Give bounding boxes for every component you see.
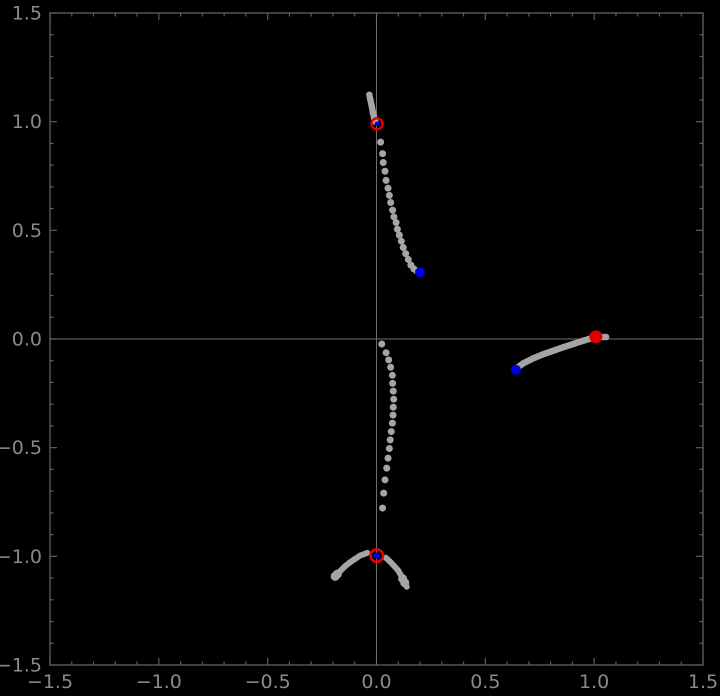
y-tick-label: 1.0 <box>12 111 42 133</box>
lower-trail-sparse <box>378 340 398 512</box>
lower-arc-right-end-blob <box>398 574 410 588</box>
y-tick-label: −0.5 <box>0 437 42 459</box>
x-tick-label: 1.5 <box>688 671 718 693</box>
y-tick-label: 1.5 <box>12 2 42 24</box>
x-tick-label: −0.5 <box>245 671 291 693</box>
blue-point-upper <box>415 267 426 278</box>
target-ring-upper <box>370 117 384 131</box>
x-tick-label: −1.0 <box>136 671 182 693</box>
x-tick-label: 1.0 <box>579 671 609 693</box>
upper-trail-sparse <box>377 138 421 275</box>
x-tick-label: −1.5 <box>27 671 73 693</box>
y-tick-label: −1.0 <box>0 546 42 568</box>
x-tick-label: 0.5 <box>470 671 500 693</box>
series-layer <box>330 91 610 590</box>
target-ring-lower <box>369 548 385 564</box>
y-tick-label: −1.5 <box>0 654 42 676</box>
lower-arc-left-end-blob <box>330 569 342 581</box>
y-tick-label: 0.0 <box>12 328 42 350</box>
red-point-right <box>589 330 603 344</box>
y-tick-label: 0.5 <box>12 220 42 242</box>
tick-marks <box>49 12 704 666</box>
x-tick-label: 0.0 <box>361 671 391 693</box>
blue-point-right <box>511 364 522 375</box>
